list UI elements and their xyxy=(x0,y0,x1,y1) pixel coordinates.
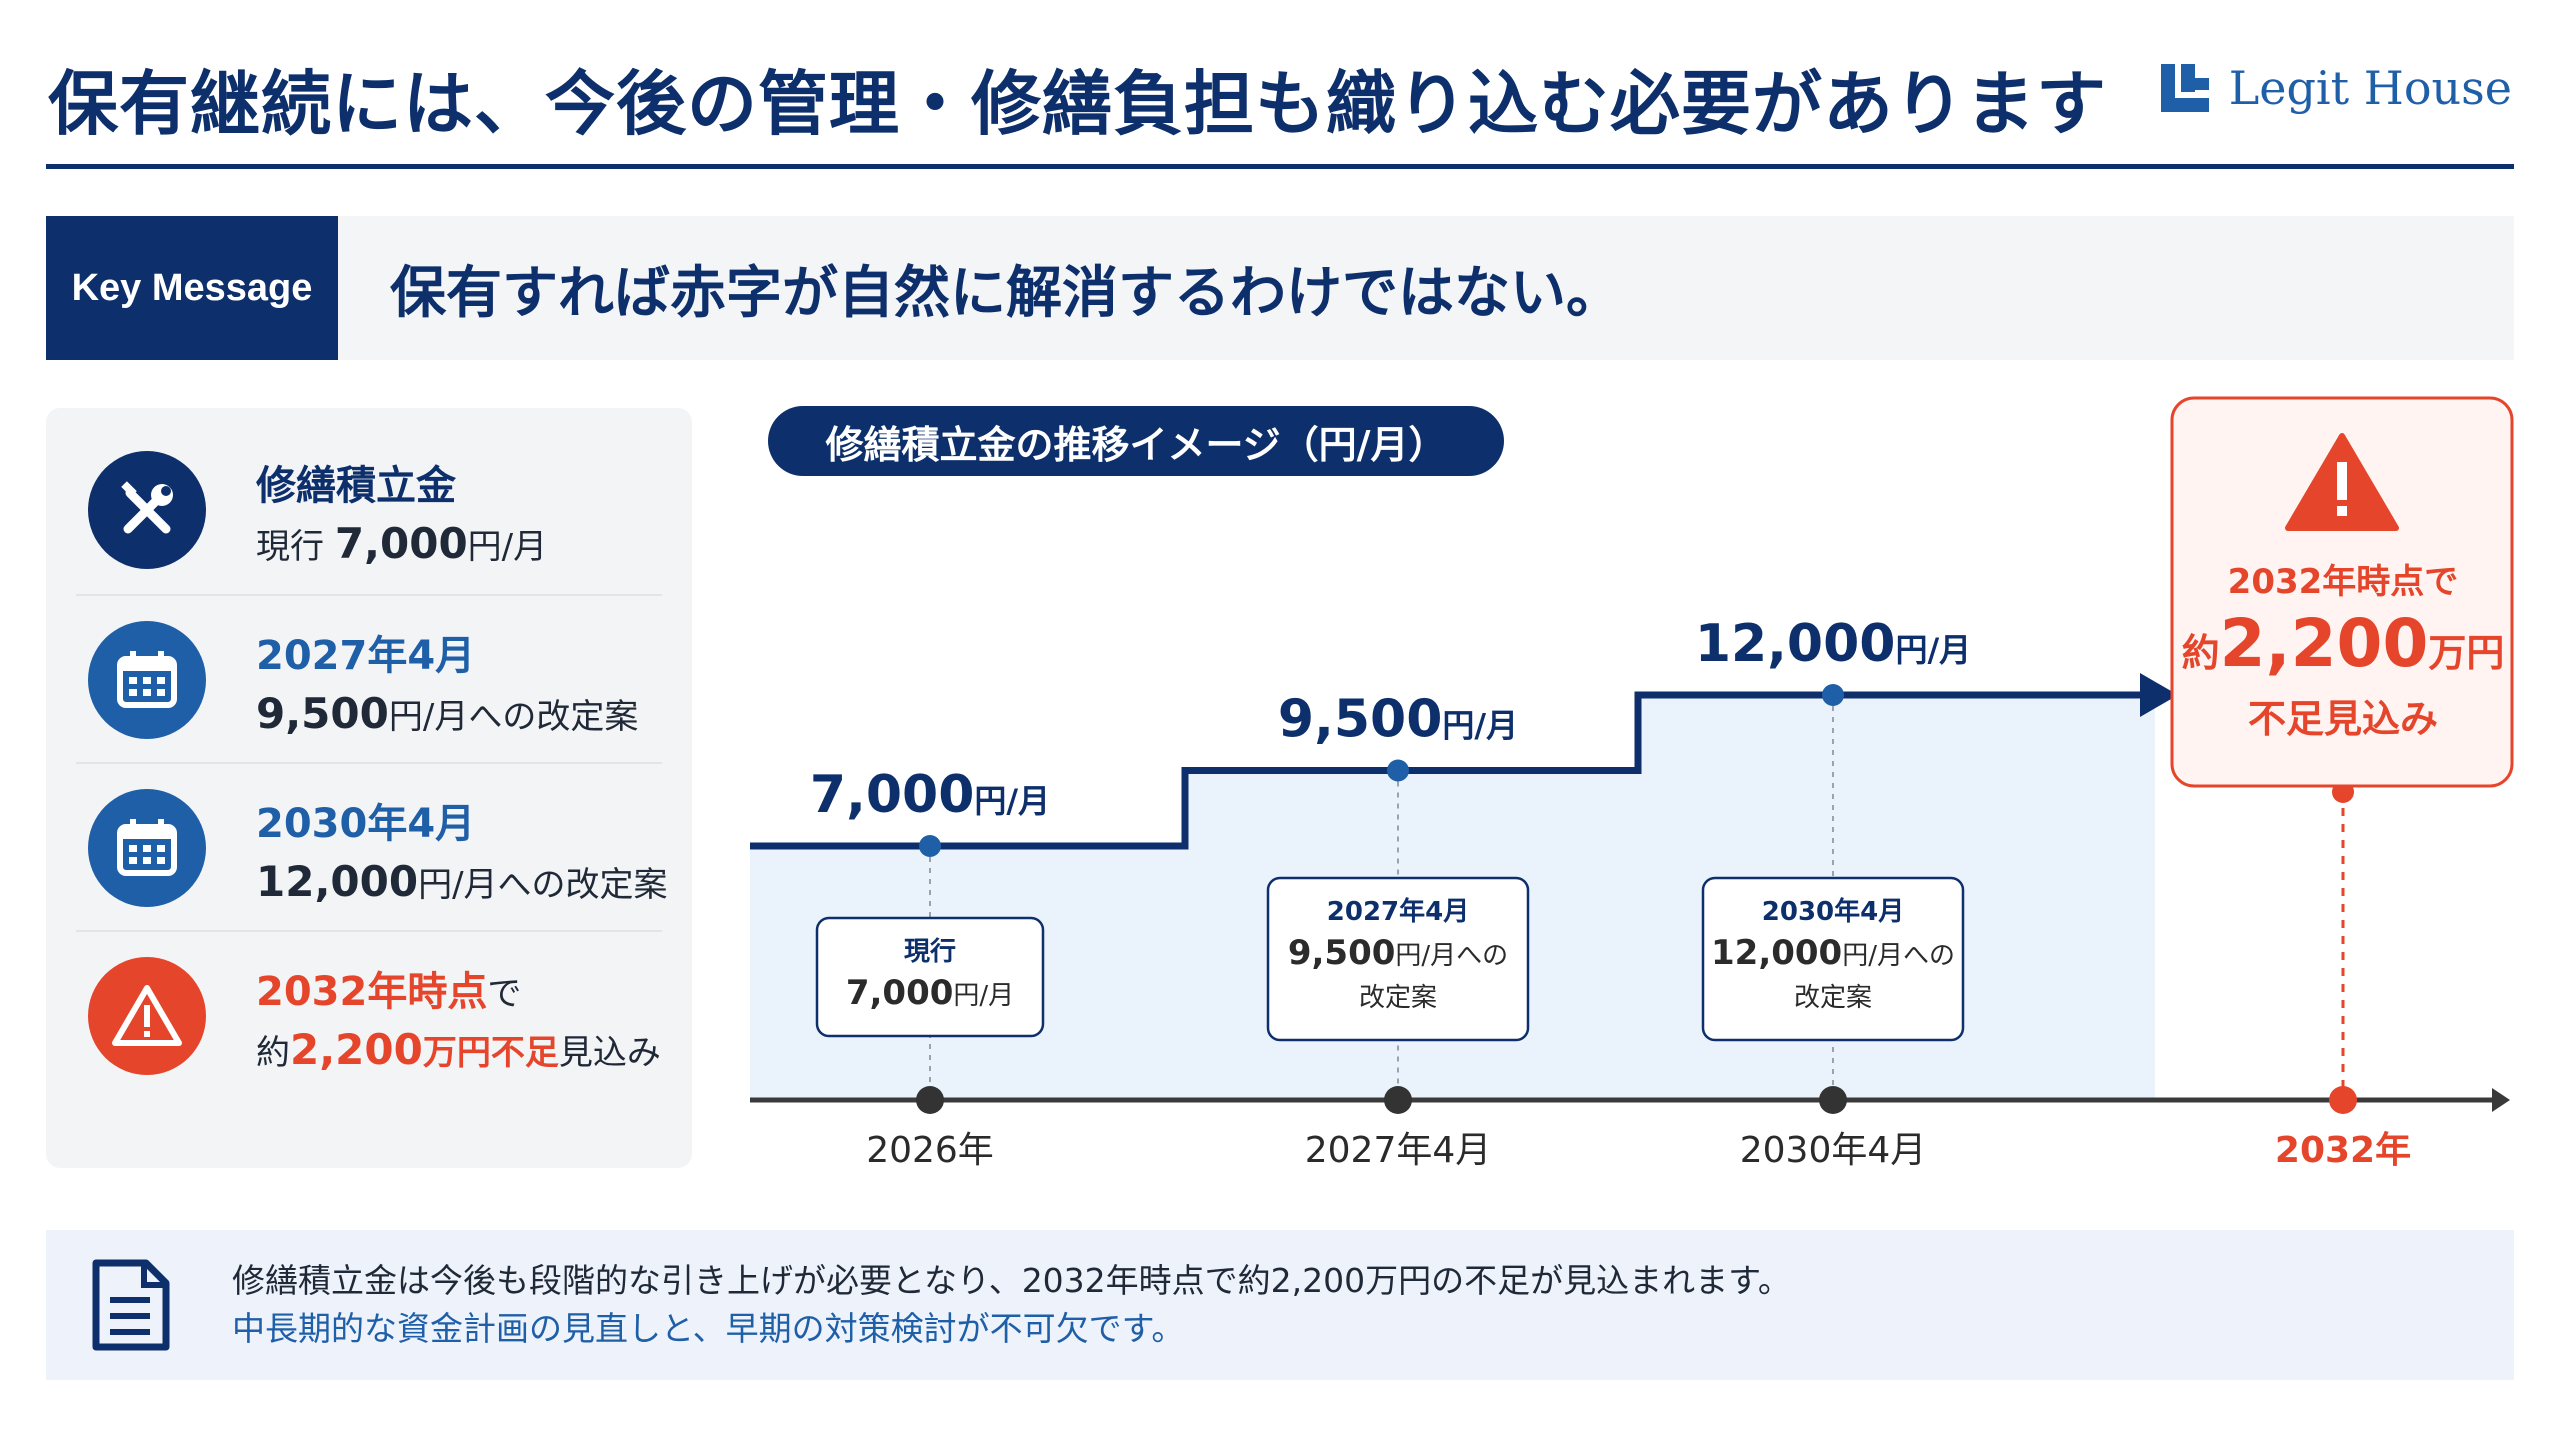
logo-text: Legit House xyxy=(2228,61,2512,115)
summary-item-detail: 9,500円/月への改定案 xyxy=(256,688,639,738)
value-label: 12,000円/月 xyxy=(1695,614,1971,674)
x-tick-label: 2030年4月 xyxy=(1740,1130,1927,1171)
title-divider xyxy=(46,164,2514,169)
callout-line-1: 2032年時点で xyxy=(2228,562,2459,602)
footer-line-2: 中長期的な資金計画の見直しと、早期の対策検討が不可欠です。 xyxy=(232,1309,1185,1348)
warning-icon xyxy=(88,957,206,1075)
summary-item-detail: 現行 7,000円/月 xyxy=(256,518,548,568)
document-icon xyxy=(92,1259,170,1351)
callout-line-2: 約2,200万円 xyxy=(2182,605,2505,682)
summary-item-2027: 2027年4月 9,500円/月への改定案 xyxy=(76,594,662,764)
x-tick-label: 2027年4月 xyxy=(1305,1130,1492,1171)
calendar-icon xyxy=(88,621,206,739)
step-line-arrowhead xyxy=(2140,673,2178,717)
summary-item-title: 2032年時点で xyxy=(256,968,522,1015)
data-point xyxy=(919,835,941,857)
key-message-label: Key Message xyxy=(46,216,338,360)
summary-item-title: 2030年4月 xyxy=(256,800,476,847)
value-label: 9,500円/月 xyxy=(1278,690,1518,750)
data-point xyxy=(1822,684,1844,706)
box-line-2: 12,000円/月への xyxy=(1711,933,1955,973)
legit-house-logo-icon xyxy=(2160,64,2209,112)
point-detail-box xyxy=(815,916,1045,1038)
chart-title: 修繕積立金の推移イメージ（円/月） xyxy=(768,406,1504,476)
footer-line-1: 修繕積立金は今後も段階的な引き上げが必要となり、2032年時点で約2,200万円… xyxy=(232,1261,1791,1300)
wrench-screwdriver-icon xyxy=(88,451,206,569)
summary-item-title: 修繕積立金 xyxy=(256,462,456,509)
summary-panel: 修繕積立金 現行 7,000円/月 2027年4月 9,500円/月への改定案 xyxy=(46,408,692,1168)
summary-item-detail: 12,000円/月への改定案 xyxy=(256,856,668,906)
x-tick-label-2032: 2032年 xyxy=(2275,1130,2411,1171)
axis-marker xyxy=(1384,1086,1412,1114)
x-tick-label: 2026年 xyxy=(866,1130,994,1171)
box-line-1: 現行 xyxy=(904,936,956,967)
step-chart: 2026年7,000円/月現行7,000円/月2027年4月9,500円/月20… xyxy=(750,396,2514,1171)
deficit-axis-marker xyxy=(2329,1086,2357,1114)
step-line xyxy=(750,691,2150,850)
box-line-3: 改定案 xyxy=(1794,983,1872,1013)
point-detail-box xyxy=(1266,876,1530,1042)
box-line-1: 2027年4月 xyxy=(1327,896,1469,927)
summary-item-detail: 約2,200万円不足見込み xyxy=(256,1024,661,1074)
value-label: 7,000円/月 xyxy=(810,765,1050,825)
footer-note: 修繕積立金は今後も段階的な引き上げが必要となり、2032年時点で約2,200万円… xyxy=(46,1230,2514,1380)
box-line-2: 7,000円/月 xyxy=(846,973,1014,1013)
calendar-icon xyxy=(88,789,206,907)
deficit-callout-box xyxy=(2170,396,2514,788)
page-title: 保有継続には、今後の管理・修繕負担も織り込む必要があります xyxy=(48,63,2107,145)
key-message-text: 保有すれば赤字が自然に解消するわけではない。 xyxy=(390,260,1622,326)
callout-line-3: 不足見込み xyxy=(2248,697,2438,741)
time-axis-arrowhead xyxy=(2492,1088,2510,1112)
summary-item-2030: 2030年4月 12,000円/月への改定案 xyxy=(76,762,668,932)
point-detail-box xyxy=(1701,876,1965,1042)
box-line-3: 改定案 xyxy=(1359,983,1437,1013)
logo: Legit House xyxy=(2157,60,2512,116)
warning-icon-bar xyxy=(2337,462,2347,500)
axis-marker xyxy=(1819,1086,1847,1114)
summary-item-title: 2027年4月 xyxy=(256,632,476,679)
summary-item-2032: 2032年時点で 約2,200万円不足見込み xyxy=(76,930,662,1100)
key-message-bar: Key Message 保有すれば赤字が自然に解消するわけではない。 xyxy=(46,216,2514,360)
data-point xyxy=(1387,759,1409,782)
summary-item-current: 修繕積立金 現行 7,000円/月 xyxy=(76,426,662,594)
warning-icon-dot xyxy=(2337,506,2347,516)
box-line-2: 9,500円/月への xyxy=(1288,933,1508,973)
axis-marker xyxy=(916,1086,944,1114)
box-line-1: 2030年4月 xyxy=(1762,896,1904,927)
